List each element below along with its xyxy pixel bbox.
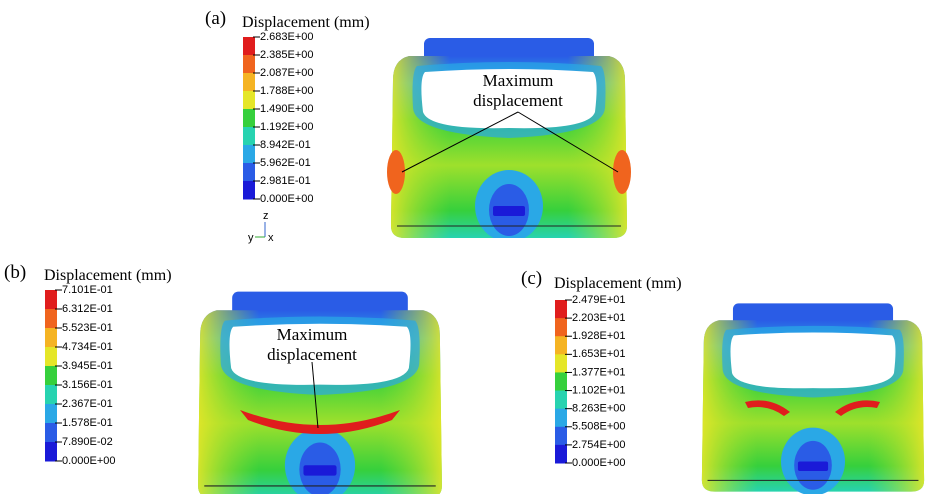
- colorbar-segment: [555, 300, 567, 319]
- colorbar-segment: [243, 127, 255, 146]
- colorbar-segment: [243, 91, 255, 110]
- legend-tick-label: 1.192E+00: [260, 121, 314, 133]
- legend-tick-label: 0.000E+00: [572, 457, 626, 469]
- contour-plot: [198, 292, 442, 494]
- colorbar-segment: [45, 290, 57, 310]
- legend-tick-label: 1.928E+01: [572, 330, 626, 342]
- legend-tick-label: 2.683E+00: [260, 31, 314, 43]
- colorbar-segment: [243, 145, 255, 164]
- colorbar-segment: [45, 328, 57, 348]
- legend-title: Displacement (mm): [554, 275, 682, 292]
- annotation: displacement: [267, 345, 357, 364]
- legend-tick-label: 5.962E-01: [260, 157, 311, 169]
- figure: (a) Displacement (mm) Maximum displaceme…: [0, 0, 927, 494]
- panel-c: (c) Displacement (mm) 2.479E+01 2.203E+01…: [521, 268, 924, 494]
- contour-plot: [702, 303, 924, 494]
- colorbar-segment: [555, 336, 567, 355]
- legend-tick-label: 2.367E-01: [62, 398, 113, 410]
- colorbar-segment: [243, 37, 255, 56]
- colorbar-segment: [45, 423, 57, 443]
- colorbar-segment: [45, 385, 57, 405]
- legend-title: Displacement (mm): [242, 14, 370, 31]
- colorbar-segment: [243, 181, 255, 200]
- colorbar-segment: [555, 409, 567, 428]
- colorbar-segment: [243, 109, 255, 128]
- colorbar-segment: [555, 318, 567, 337]
- legend-title: Displacement (mm): [44, 267, 172, 284]
- annotation: displacement: [473, 91, 563, 110]
- panel-a: (a) Displacement (mm) Maximum displaceme…: [205, 8, 631, 244]
- legend-tick-label: 3.156E-01: [62, 379, 113, 391]
- legend-tick-label: 2.981E-01: [260, 175, 311, 187]
- legend-tick-label: 2.385E+00: [260, 49, 314, 61]
- legend-tick-label: 1.578E-01: [62, 417, 113, 429]
- colorbar-segment: [45, 309, 57, 329]
- legend-tick-label: 2.479E+01: [572, 294, 626, 306]
- legend-tick-label: 5.523E-01: [62, 322, 113, 334]
- legend-tick-label: 1.102E+01: [572, 384, 626, 396]
- panel-label: (c): [521, 268, 542, 289]
- legend-tick-label: 1.490E+00: [260, 103, 314, 115]
- panel-b: (b) Displacement (mm) Maximum displaceme…: [4, 262, 442, 494]
- legend-tick-label: 0.000E+00: [260, 193, 314, 205]
- max-region: [613, 150, 631, 194]
- triad-label: x: [268, 232, 274, 244]
- legend-tick-label: 2.087E+00: [260, 67, 314, 79]
- colorbar-segment: [45, 442, 57, 462]
- colorbar-segment: [45, 366, 57, 386]
- colorbar-segment: [45, 404, 57, 424]
- legend-tick-label: 8.942E-01: [260, 139, 311, 151]
- legend-tick-label: 1.653E+01: [572, 348, 626, 360]
- colorbar-segment: [243, 163, 255, 182]
- colorbar-segment: [45, 347, 57, 367]
- panel-label: (a): [205, 8, 226, 29]
- legend-tick-label: 0.000E+00: [62, 455, 116, 467]
- legend-tick-label: 3.945E-01: [62, 360, 113, 372]
- colorbar-segment: [555, 445, 567, 464]
- legend-tick-label: 6.312E-01: [62, 303, 113, 315]
- triad-label: z: [263, 210, 269, 222]
- colorbar-segment: [555, 391, 567, 410]
- colorbar-segment: [243, 55, 255, 74]
- legend-tick-label: 1.377E+01: [572, 366, 626, 378]
- colorbar-segment: [555, 372, 567, 391]
- legend-tick-label: 4.734E-01: [62, 341, 113, 353]
- annotation: Maximum: [277, 325, 348, 344]
- legend-tick-label: 1.788E+00: [260, 85, 314, 97]
- colorbar-segment: [243, 73, 255, 92]
- annotation: Maximum: [483, 71, 554, 90]
- legend-tick-label: 7.101E-01: [62, 284, 113, 296]
- triad-label: y: [248, 232, 254, 244]
- legend-tick-label: 2.754E+00: [572, 439, 626, 451]
- colorbar-segment: [555, 354, 567, 373]
- legend-tick-label: 5.508E+00: [572, 421, 626, 433]
- panel-label: (b): [4, 262, 26, 283]
- legend-tick-label: 2.203E+01: [572, 312, 626, 324]
- contour-plot: [391, 38, 627, 242]
- legend-tick-label: 7.890E-02: [62, 436, 113, 448]
- colorbar-segment: [555, 427, 567, 446]
- legend-tick-label: 8.263E+00: [572, 403, 626, 415]
